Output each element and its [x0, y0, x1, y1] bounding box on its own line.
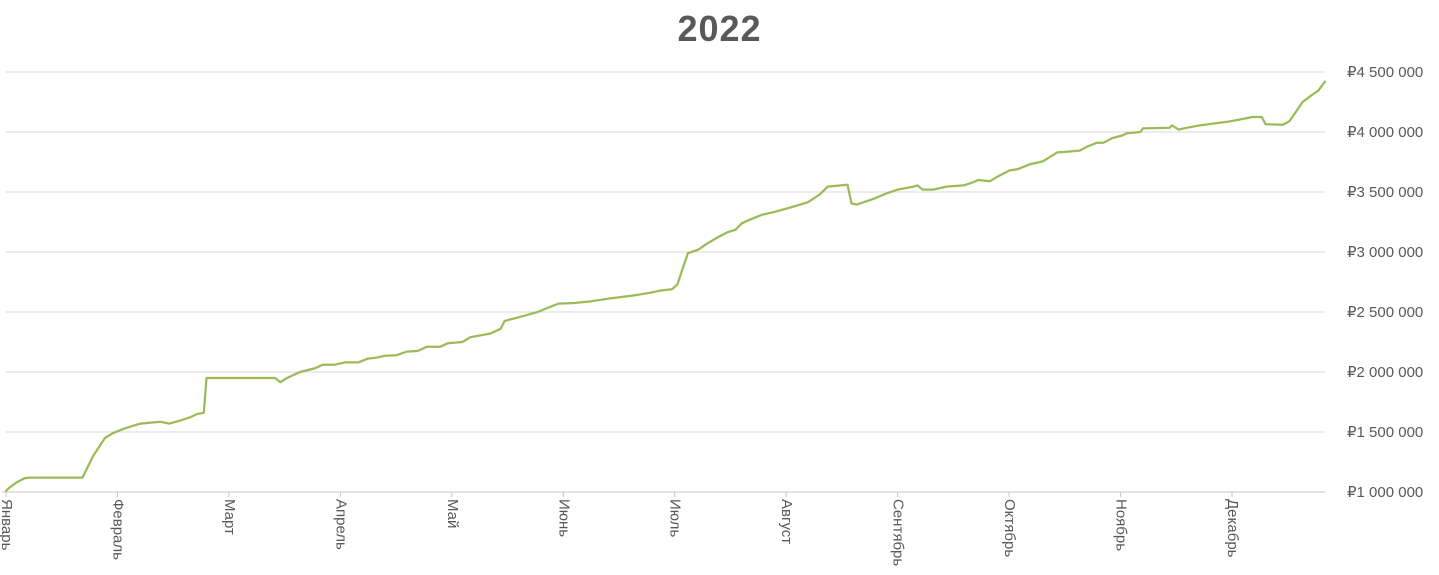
y-axis-label: ₽4 000 000	[1347, 124, 1423, 141]
y-axis-label: ₽4 500 000	[1347, 64, 1423, 81]
y-axis-label: ₽2 000 000	[1347, 364, 1423, 381]
x-axis-label: Октябрь	[1001, 499, 1018, 557]
y-axis-label: ₽3 000 000	[1347, 244, 1423, 261]
data-line	[4, 80, 1327, 492]
x-axis-label: Сентябрь	[890, 499, 907, 566]
x-axis-label: Апрель	[332, 499, 349, 550]
x-axis-label: Март	[221, 499, 238, 535]
x-axis-label: Февраль	[109, 499, 126, 560]
chart-title: 2022	[677, 8, 762, 49]
y-axis-label: ₽1 000 000	[1347, 484, 1423, 501]
y-axis-label: ₽1 500 000	[1347, 424, 1423, 441]
x-axis-label: Декабрь	[1224, 499, 1241, 558]
y-axis-label: ₽3 500 000	[1347, 184, 1423, 201]
x-axis-label: Июнь	[555, 499, 572, 537]
x-axis-label: Январь	[0, 499, 15, 551]
x-axis-label: Ноябрь	[1113, 499, 1130, 551]
y-axis-label: ₽2 500 000	[1347, 304, 1423, 321]
x-axis-label: Июль	[667, 499, 684, 537]
x-axis-label: Август	[778, 499, 795, 544]
x-axis-label: Май	[444, 499, 461, 528]
